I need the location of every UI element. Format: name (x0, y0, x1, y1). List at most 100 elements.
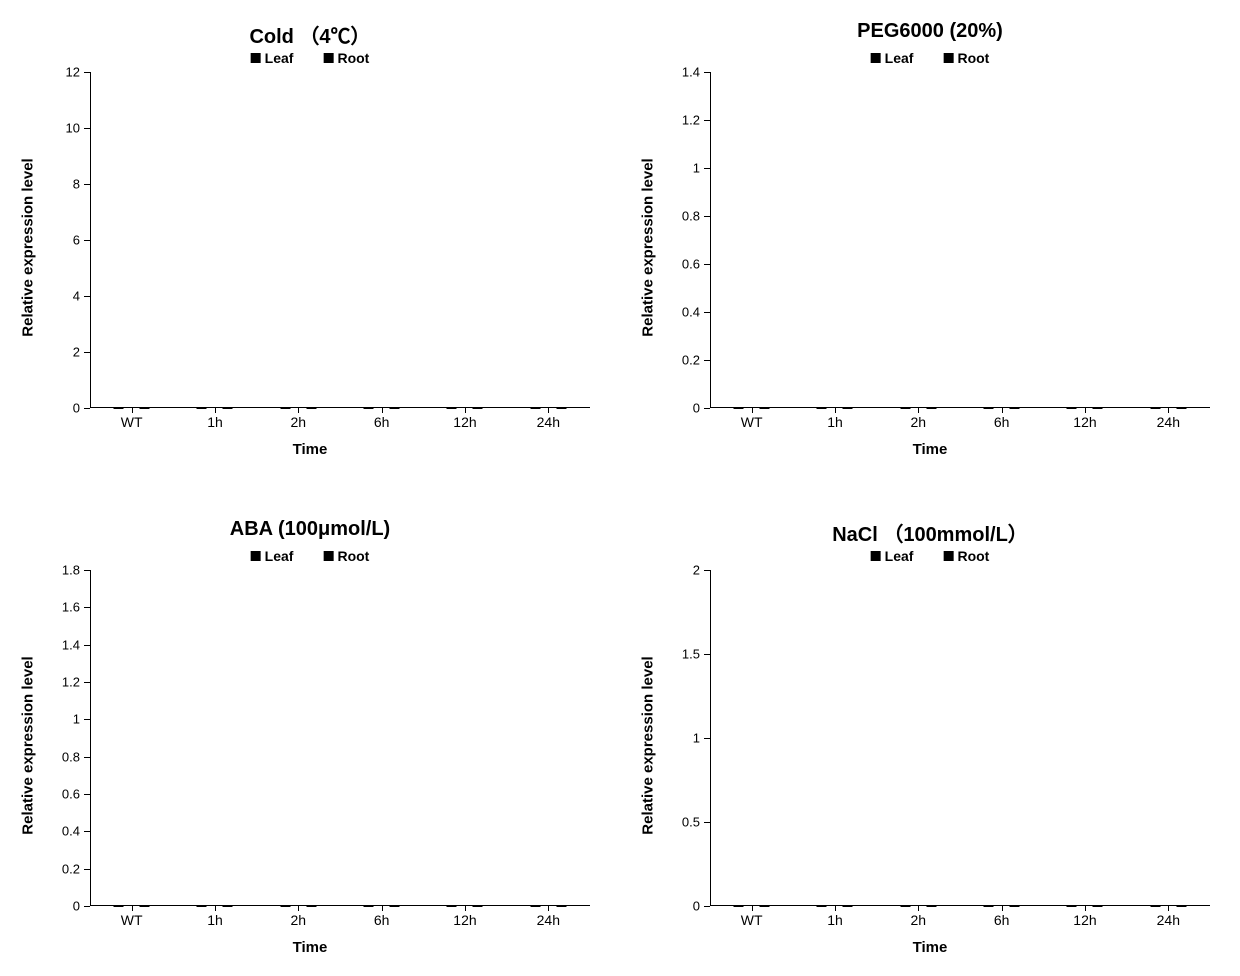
y-tick-label: 0 (693, 899, 710, 914)
x-tick (298, 408, 299, 413)
x-tick (215, 408, 216, 413)
y-tick-label: 4 (73, 289, 90, 304)
legend-swatch (251, 551, 261, 561)
y-tick-label: 1.6 (62, 600, 90, 615)
legend-swatch (323, 53, 333, 63)
y-tick-label: 1.8 (62, 563, 90, 578)
legend-label: Leaf (265, 548, 294, 564)
x-tick (752, 906, 753, 911)
x-axis-label: Time (293, 939, 328, 956)
y-tick-label: 1.4 (62, 637, 90, 652)
x-tick (132, 408, 133, 413)
legend-label: Root (957, 50, 989, 66)
x-tick (465, 906, 466, 911)
legend-item: Leaf (251, 548, 294, 564)
legend-label: Leaf (885, 50, 914, 66)
bars-container: WT1h2h6h12h24h (90, 72, 590, 408)
legend-label: Root (337, 50, 369, 66)
chart-aba: ABA (100μmol/L) Leaf Root Relative expressi… (20, 518, 600, 956)
legend-swatch (871, 53, 881, 63)
legend-item: Leaf (871, 548, 914, 564)
x-tick (548, 408, 549, 413)
x-tick (835, 906, 836, 911)
chart-peg: PEG6000 (20%)LeafRootRelative expression… (640, 20, 1220, 458)
legend: Leaf Root (871, 50, 990, 66)
x-tick (1085, 906, 1086, 911)
y-tick-label: 1 (693, 161, 710, 176)
y-tick-label: 1.5 (682, 647, 710, 662)
x-tick (752, 408, 753, 413)
legend-label: Root (957, 548, 989, 564)
x-tick (1168, 408, 1169, 413)
x-tick (1002, 906, 1003, 911)
y-tick-label: 10 (66, 121, 90, 136)
x-axis-label: Time (913, 939, 948, 956)
chart-title: PEG6000 (20%) (857, 20, 1003, 43)
bars-container: WT1h2h6h12h24h (710, 72, 1210, 408)
legend-swatch (943, 53, 953, 63)
y-tick-label: 0.4 (62, 824, 90, 839)
legend-item: Leaf (251, 50, 294, 66)
chart-title: Cold （4℃） (249, 20, 370, 49)
legend: Leaf Root (251, 50, 370, 66)
legend-label: Root (337, 548, 369, 564)
x-tick (132, 906, 133, 911)
plot-area: 00.20.40.60.811.21.4WT1h2h6h12h24h (710, 72, 1210, 408)
x-tick (1168, 906, 1169, 911)
y-axis-label: Relative expression level (640, 656, 657, 834)
y-axis-label: Relative expression level (20, 656, 37, 834)
legend-item: Leaf (871, 50, 914, 66)
legend: Leaf Root (871, 548, 990, 564)
x-tick (918, 408, 919, 413)
x-tick (835, 408, 836, 413)
bars-container: WT1h2h6h12h24h (90, 570, 590, 906)
y-tick-label: 0 (693, 401, 710, 416)
plot-area: 024681012WT1h2h6h12h24h (90, 72, 590, 408)
legend-swatch (871, 551, 881, 561)
y-tick-label: 2 (73, 345, 90, 360)
chart-title: NaCl （100mmol/L） (832, 518, 1028, 547)
legend-swatch (323, 551, 333, 561)
y-tick-label: 6 (73, 233, 90, 248)
legend-label: Leaf (885, 548, 914, 564)
y-tick-label: 1.4 (682, 65, 710, 80)
y-tick-label: 0.2 (62, 861, 90, 876)
legend-swatch (251, 53, 261, 63)
x-axis-label: Time (293, 441, 328, 458)
y-tick-label: 0.8 (682, 209, 710, 224)
x-tick (298, 906, 299, 911)
y-tick-label: 2 (693, 563, 710, 578)
x-tick (1085, 408, 1086, 413)
legend-item: Root (943, 548, 989, 564)
y-tick-label: 8 (73, 177, 90, 192)
chart-cold: Cold （4℃）Leaf Root Relative expression lev… (20, 20, 600, 458)
x-tick (918, 906, 919, 911)
plot-area: 00.20.40.60.811.21.41.61.8WT1h2h6h12h24h (90, 570, 590, 906)
x-tick (382, 906, 383, 911)
y-tick-label: 0.5 (682, 815, 710, 830)
legend-swatch (943, 551, 953, 561)
x-tick (465, 408, 466, 413)
y-tick-label: 0.4 (682, 305, 710, 320)
bars-container: WT1h2h6h12h24h (710, 570, 1210, 906)
legend-item: Root (323, 50, 369, 66)
legend-item: Root (323, 548, 369, 564)
x-axis-label: Time (913, 441, 948, 458)
y-tick-label: 0.6 (682, 257, 710, 272)
plot-area: 00.511.52WT1h2h6h12h24h (710, 570, 1210, 906)
y-tick-label: 1.2 (682, 113, 710, 128)
x-tick (548, 906, 549, 911)
x-tick (1002, 408, 1003, 413)
y-tick-label: 0.2 (682, 353, 710, 368)
legend-item: Root (943, 50, 989, 66)
y-tick-label: 0.6 (62, 787, 90, 802)
chart-title: ABA (100μmol/L) (230, 518, 390, 541)
chart-nacl: NaCl （100mmol/L）Leaf Root Relative express… (640, 518, 1220, 956)
legend: Leaf Root (251, 548, 370, 564)
y-tick-label: 1.2 (62, 675, 90, 690)
y-axis-label: Relative expression level (20, 158, 37, 336)
y-tick-label: 0 (73, 401, 90, 416)
y-tick-label: 12 (66, 65, 90, 80)
y-tick-label: 0 (73, 899, 90, 914)
chart-grid: Cold （4℃）LeafRootRelative expression lev… (20, 20, 1220, 956)
